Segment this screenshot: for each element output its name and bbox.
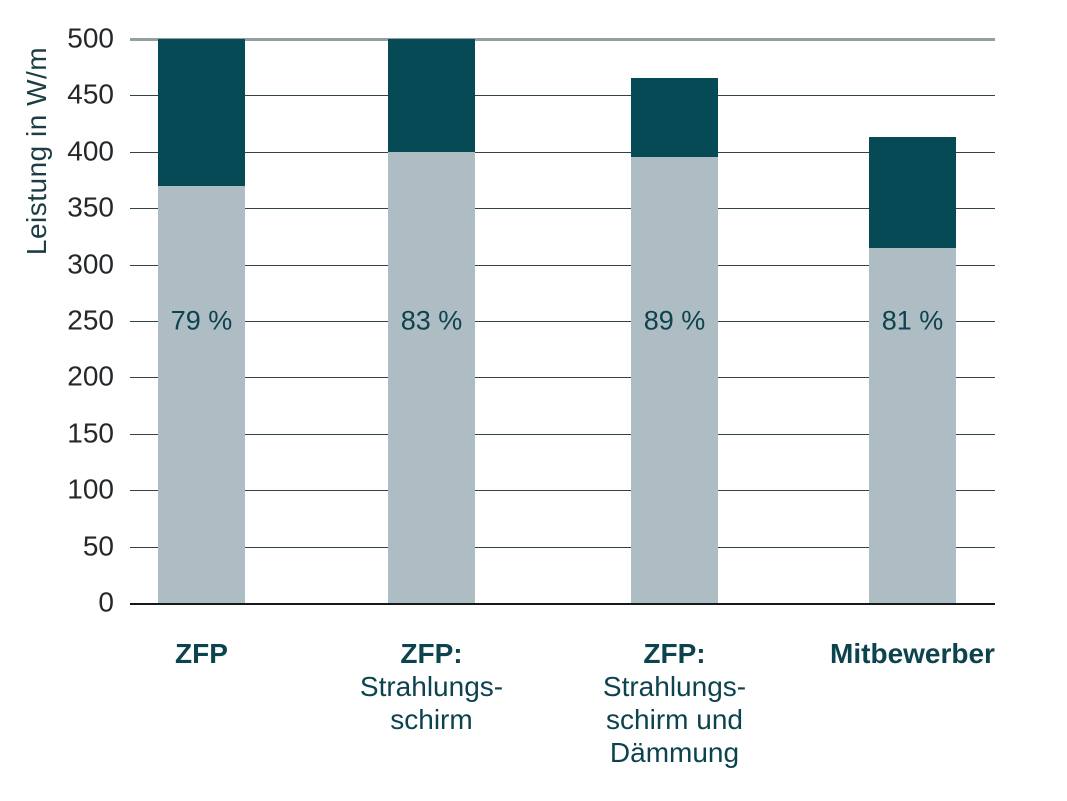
y-tick-label: 100 bbox=[67, 473, 114, 505]
y-tick-label: 400 bbox=[67, 135, 114, 167]
gridline bbox=[130, 433, 995, 435]
plot-area: 79 % 83 % 89 % 81 % bbox=[130, 38, 995, 605]
x-category-label: ZFP: Strahlungs-schirm bbox=[360, 637, 503, 736]
x-category-label: ZFP bbox=[175, 637, 228, 670]
gridline bbox=[130, 264, 995, 266]
gridline bbox=[130, 38, 995, 41]
y-tick-label: 150 bbox=[67, 417, 114, 449]
x-category-label-line: Strahlungs- bbox=[359, 671, 504, 702]
bar-percent-label: 81 % bbox=[881, 305, 944, 336]
bar-segment-bottom bbox=[631, 157, 718, 603]
y-tick-label: 0 bbox=[98, 586, 114, 618]
y-tick-label: 300 bbox=[67, 247, 114, 279]
bar-segment-top bbox=[869, 137, 956, 248]
x-category-label-line: Mitbewerber bbox=[830, 638, 995, 669]
bar-segment-bottom bbox=[158, 185, 245, 603]
x-category-label-line: ZFP: bbox=[643, 638, 706, 669]
y-tick-label: 50 bbox=[82, 529, 114, 561]
y-axis-tick-labels: 500 450 400 350 300 250 200 150 100 50 0 bbox=[0, 22, 114, 617]
bar bbox=[158, 39, 245, 603]
x-category-label-line: ZFP: bbox=[400, 638, 463, 669]
bar bbox=[869, 137, 956, 603]
y-tick-label: 500 bbox=[67, 22, 114, 54]
gridline bbox=[130, 490, 995, 492]
bar-percent-label: 89 % bbox=[643, 305, 706, 336]
gridline bbox=[130, 321, 995, 322]
x-category-label-line: ZFP bbox=[175, 638, 228, 669]
axis-baseline bbox=[130, 603, 995, 605]
bar-segment-top bbox=[158, 39, 245, 186]
gridline bbox=[130, 377, 995, 379]
x-category-label-line: Dämmung bbox=[609, 737, 740, 768]
bar bbox=[388, 39, 475, 603]
y-tick-label: 450 bbox=[67, 78, 114, 110]
gridline bbox=[130, 95, 995, 97]
bar-percent-label: 83 % bbox=[400, 305, 463, 336]
gridline bbox=[130, 546, 995, 548]
bar-segment-top bbox=[631, 78, 718, 158]
bar-segment-bottom bbox=[869, 247, 956, 603]
bar bbox=[631, 78, 718, 603]
y-tick-label: 200 bbox=[67, 360, 114, 392]
x-category-label-line: schirm und bbox=[606, 704, 743, 735]
bar-segment-top bbox=[388, 39, 475, 152]
y-tick-label: 250 bbox=[67, 304, 114, 336]
x-category-label-line: Strahlungs- bbox=[602, 671, 747, 702]
bar-segment-bottom bbox=[388, 151, 475, 603]
bar-percent-label: 79 % bbox=[170, 305, 233, 336]
gridline bbox=[130, 208, 995, 210]
x-category-label: ZFP: Strahlungs-schirm und Dämmung bbox=[603, 637, 746, 769]
x-category-label-line: schirm bbox=[390, 704, 473, 735]
gridline bbox=[130, 151, 995, 153]
x-category-label: Mitbewerber bbox=[830, 637, 995, 670]
y-tick-label: 350 bbox=[67, 191, 114, 223]
